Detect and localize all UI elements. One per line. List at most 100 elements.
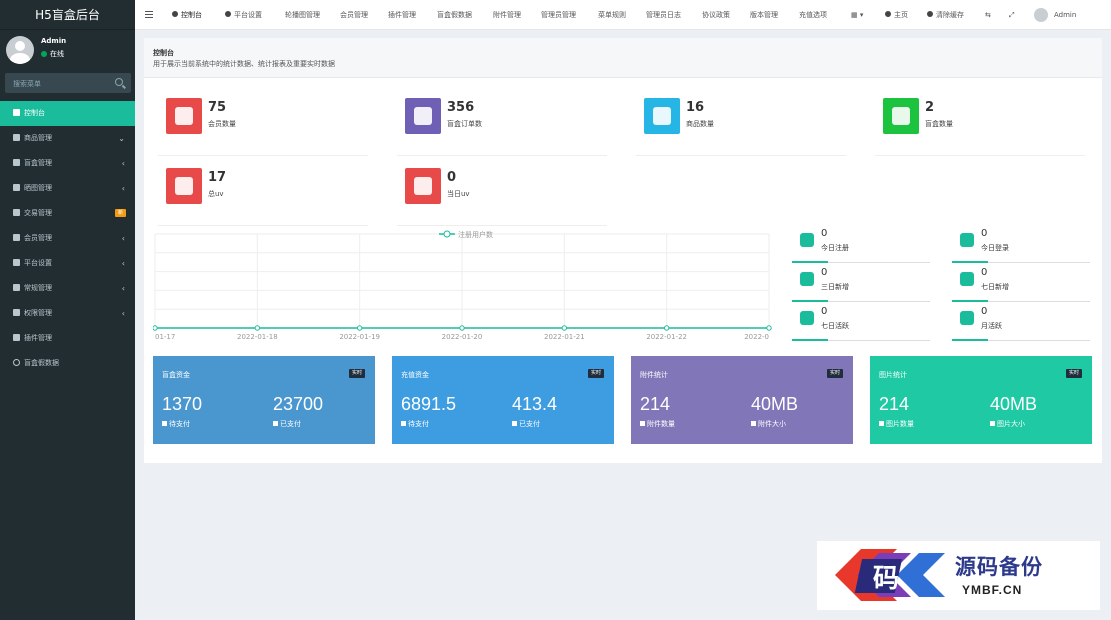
sidebar-item-trades[interactable]: 交易管理 新 [0, 201, 135, 226]
realtime-badge: 实时 [587, 369, 604, 378]
chart-x-tick-label: 2022-01-19 [339, 333, 380, 341]
stat-label: 盲盒订单数 [447, 120, 482, 128]
card-value-primary: 214 [640, 394, 671, 414]
sidebar-item-plugins[interactable]: 插件管理 [0, 326, 135, 351]
sidebar-item-label: 权限管理 [24, 309, 52, 317]
shopping-bag-icon [13, 134, 20, 141]
clear-cache-button[interactable]: 清除缓存 [927, 0, 964, 30]
watermark-name: 源码备份 [955, 554, 1043, 579]
chart-point [356, 325, 363, 331]
mini-stat-7day-new: 0 七日新增 [952, 263, 1090, 302]
sidebar: H5盲盒后台 Admin 在线 搜索菜单 控制台 商品管理 ⌄ 盲盒管理 ‹ 晒图管… [0, 0, 135, 620]
card-label-text: 已支付 [280, 420, 301, 428]
home-label: 主页 [894, 11, 908, 19]
tab-menu-rules[interactable]: 菜单规则 [598, 11, 626, 19]
tab-carousel[interactable]: 轮播图管理 [285, 11, 320, 19]
dashboard-icon [172, 11, 178, 17]
online-dot-icon [41, 51, 47, 57]
mini-stat-label: 今日注册 [821, 244, 849, 252]
clear-cache-label: 清除缓存 [936, 11, 964, 19]
sidebar-item-general[interactable]: 常规管理 ‹ [0, 276, 135, 301]
rocket-icon [800, 233, 814, 247]
user-circle-icon [800, 311, 814, 325]
realtime-badge: 实时 [1065, 369, 1082, 378]
tab-more-dropdown[interactable]: ▦ ▾ [851, 0, 863, 30]
menu-toggle-icon[interactable] [145, 11, 153, 18]
user-name: Admin [41, 37, 67, 45]
sidebar-item-members[interactable]: 会员管理 ‹ [0, 226, 135, 251]
sidebar-item-dashboard[interactable]: 控制台 [0, 101, 135, 126]
top-avatar[interactable] [1034, 8, 1048, 22]
search-icon[interactable] [115, 78, 123, 86]
mini-stat-label: 三日新增 [821, 283, 849, 291]
stat-value: 17 [208, 170, 227, 185]
chevron-left-icon: ‹ [121, 234, 125, 243]
top-navbar: 控制台 平台设置 轮播图管理 会员管理 插件管理 盲盒假数据 附件管理 管理员管… [135, 0, 1111, 30]
card-attachment-stats: 附件统计 实时 214 40MB 附件数量 附件大小 [631, 356, 853, 444]
mini-stat-value: 0 [821, 267, 828, 278]
id-card-icon [960, 233, 974, 247]
cart-icon [13, 209, 20, 216]
card-value-primary: 6891.5 [401, 394, 457, 414]
gift-icon [13, 159, 20, 166]
sidebar-item-photos[interactable]: 晒图管理 ‹ [0, 176, 135, 201]
sidebar-item-auth[interactable]: 权限管理 ‹ [0, 301, 135, 326]
trash-icon [927, 11, 933, 17]
avatar [6, 36, 34, 64]
chevron-left-icon: ‹ [121, 159, 125, 168]
stat-label: 当日uv [447, 190, 470, 198]
stat-label: 总uv [208, 190, 224, 198]
image-icon [879, 421, 884, 426]
tab-versions[interactable]: 版本管理 [750, 11, 778, 19]
card-label-text: 图片数量 [886, 420, 914, 428]
fullscreen-icon[interactable]: ⤢ [1009, 11, 1015, 19]
chart-svg: 注册用户数 01-17 2022-01-18 2022-01-19 2022-01-20… [153, 230, 772, 341]
sidebar-item-label: 平台设置 [24, 259, 52, 267]
card-title: 充值资金 [401, 371, 429, 379]
tab-fakedata[interactable]: 盲盒假数据 [437, 11, 472, 19]
chart-legend-marker [443, 230, 451, 238]
stat-products: 16 商品数量 [636, 88, 846, 156]
sidebar-item-fakedata[interactable]: 盲盒假数据 [0, 351, 135, 376]
stat-value: 0 [447, 170, 457, 185]
mini-stat-today-register: 0 今日注册 [792, 224, 930, 263]
card-label-secondary: 附件大小 [751, 419, 786, 429]
watermark-emblem: 码 [835, 549, 945, 601]
chart-point [459, 325, 465, 331]
mini-stat-label: 月活跃 [981, 322, 1002, 330]
sidebar-item-products[interactable]: 商品管理 ⌄ [0, 126, 135, 151]
card-label-text: 图片大小 [997, 420, 1025, 428]
card-value-secondary: 40MB [990, 394, 1038, 414]
top-admin-name[interactable]: Admin [1054, 11, 1077, 19]
tab-admin-log[interactable]: 管理员日志 [646, 11, 681, 19]
card-label-text: 待支付 [169, 420, 190, 428]
home-link[interactable]: 主页 [885, 0, 908, 30]
app-title[interactable]: H5盲盒后台 [0, 0, 135, 30]
tab-dashboard[interactable]: 控制台 [172, 0, 202, 30]
card-title: 附件统计 [640, 371, 668, 379]
card-value-secondary: 23700 [273, 394, 324, 414]
new-badge: 新 [115, 209, 126, 217]
sidebar-item-blindbox[interactable]: 盲盒管理 ‹ [0, 151, 135, 176]
tab-admins[interactable]: 管理员管理 [541, 11, 576, 19]
tab-plugins[interactable]: 插件管理 [388, 11, 416, 19]
sidebar-item-label: 交易管理 [24, 209, 52, 217]
chevron-down-icon: ⌄ [118, 134, 125, 143]
card-label-primary: 附件数量 [640, 419, 675, 429]
card-label-primary: 图片数量 [879, 419, 914, 429]
sidebar-menu: 控制台 商品管理 ⌄ 盲盒管理 ‹ 晒图管理 ‹ 交易管理新 会员管理 ‹ 平台设置 ‹ … [0, 101, 135, 376]
user-panel: Admin 在线 [0, 30, 135, 70]
sidebar-search-input[interactable]: 搜索菜单 [5, 73, 131, 93]
dropbox-icon [883, 98, 919, 134]
tab-recharge[interactable]: 充值选项 [799, 11, 827, 19]
tab-policy[interactable]: 协议政策 [702, 11, 730, 19]
user-circle-icon [960, 311, 974, 325]
tab-platform-settings[interactable]: 平台设置 [225, 0, 262, 30]
sidebar-item-platform[interactable]: 平台设置 ‹ [0, 251, 135, 276]
language-icon[interactable]: ⇆ [985, 11, 991, 19]
tab-members[interactable]: 会员管理 [340, 11, 368, 19]
gears-icon [13, 284, 20, 291]
filter-icon [273, 421, 278, 426]
leaf-icon [644, 98, 680, 134]
tab-attachments[interactable]: 附件管理 [493, 11, 521, 19]
